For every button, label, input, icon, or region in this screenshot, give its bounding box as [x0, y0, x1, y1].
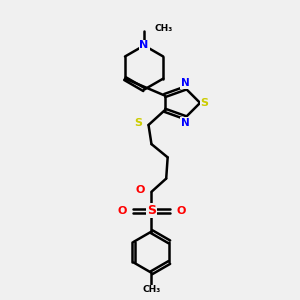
Text: O: O — [117, 206, 127, 216]
Text: O: O — [136, 185, 145, 195]
Text: S: S — [200, 98, 208, 108]
Text: N: N — [181, 118, 190, 128]
Text: S: S — [134, 118, 142, 128]
Text: N: N — [140, 40, 149, 50]
Text: O: O — [176, 206, 186, 216]
Text: CH₃: CH₃ — [142, 285, 160, 294]
Text: S: S — [147, 205, 156, 218]
Text: CH₃: CH₃ — [154, 24, 173, 33]
Text: N: N — [181, 78, 190, 88]
